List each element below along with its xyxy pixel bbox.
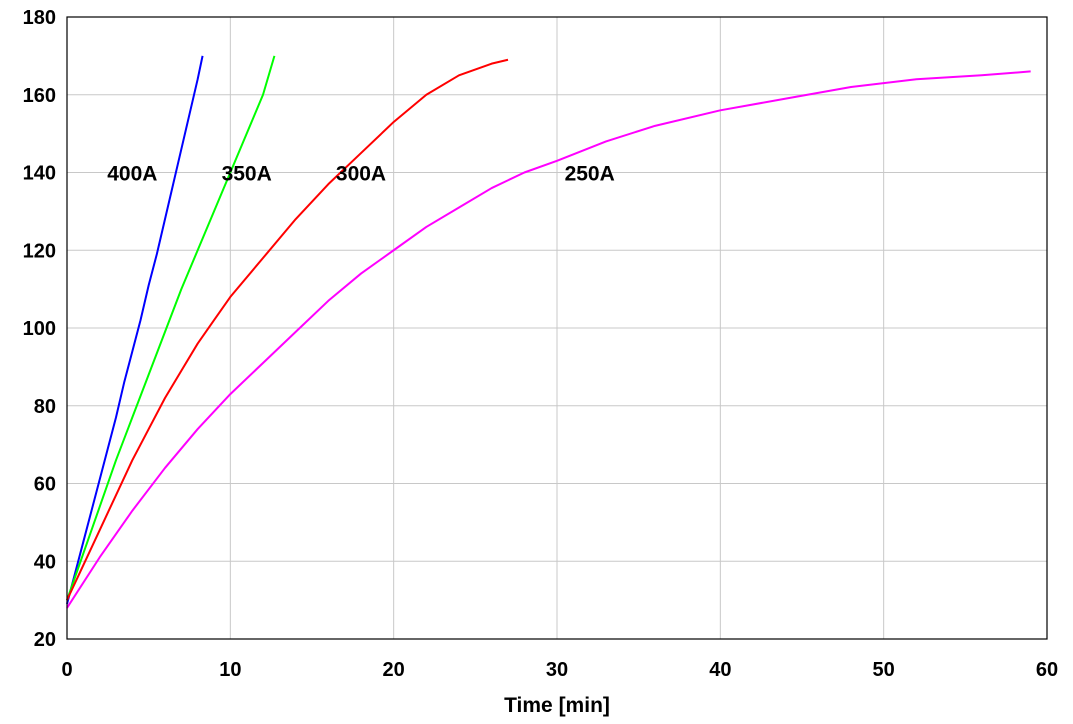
series-line-300a — [66, 58, 509, 601]
grid-layer — [66, 16, 1048, 640]
x-axis-title: Time [min] — [504, 694, 610, 717]
series-line-350a — [66, 55, 276, 601]
y-tick-label: 180 — [23, 7, 56, 29]
y-tick-label: 140 — [23, 163, 56, 185]
y-tick-label: 100 — [23, 318, 56, 340]
y-tick-label: 20 — [34, 629, 56, 651]
x-tick-label: 40 — [709, 659, 731, 681]
x-tick-label: 50 — [873, 659, 895, 681]
series-line-400a — [66, 55, 204, 605]
plot-frame-layer — [66, 16, 1048, 640]
series-annotation-250a: 250A — [565, 163, 615, 186]
y-tick-label: 120 — [23, 240, 56, 262]
tick-label-layer: 20 40 60 80 100 120 140 160 180 0 10 20 30 40 50 60 — [23, 7, 1059, 681]
series-annotation-layer: 400A 350A 300A 250A — [107, 163, 615, 186]
series-layer — [66, 55, 1031, 609]
series-annotation-400a: 400A — [107, 163, 157, 186]
plot-frame — [66, 16, 1048, 640]
x-tick-label: 30 — [546, 659, 568, 681]
y-tick-label: 80 — [34, 396, 56, 418]
series-annotation-300a: 300A — [336, 163, 386, 186]
y-tick-label: 60 — [34, 474, 56, 496]
series-line-250a — [66, 70, 1031, 609]
x-tick-label: 10 — [219, 659, 241, 681]
series-annotation-350a: 350A — [222, 163, 272, 186]
y-tick-label: 160 — [23, 85, 56, 107]
x-tick-label: 20 — [383, 659, 405, 681]
x-tick-label: 60 — [1036, 659, 1058, 681]
x-tick-label: 0 — [61, 659, 72, 681]
y-tick-label: 40 — [34, 551, 56, 573]
